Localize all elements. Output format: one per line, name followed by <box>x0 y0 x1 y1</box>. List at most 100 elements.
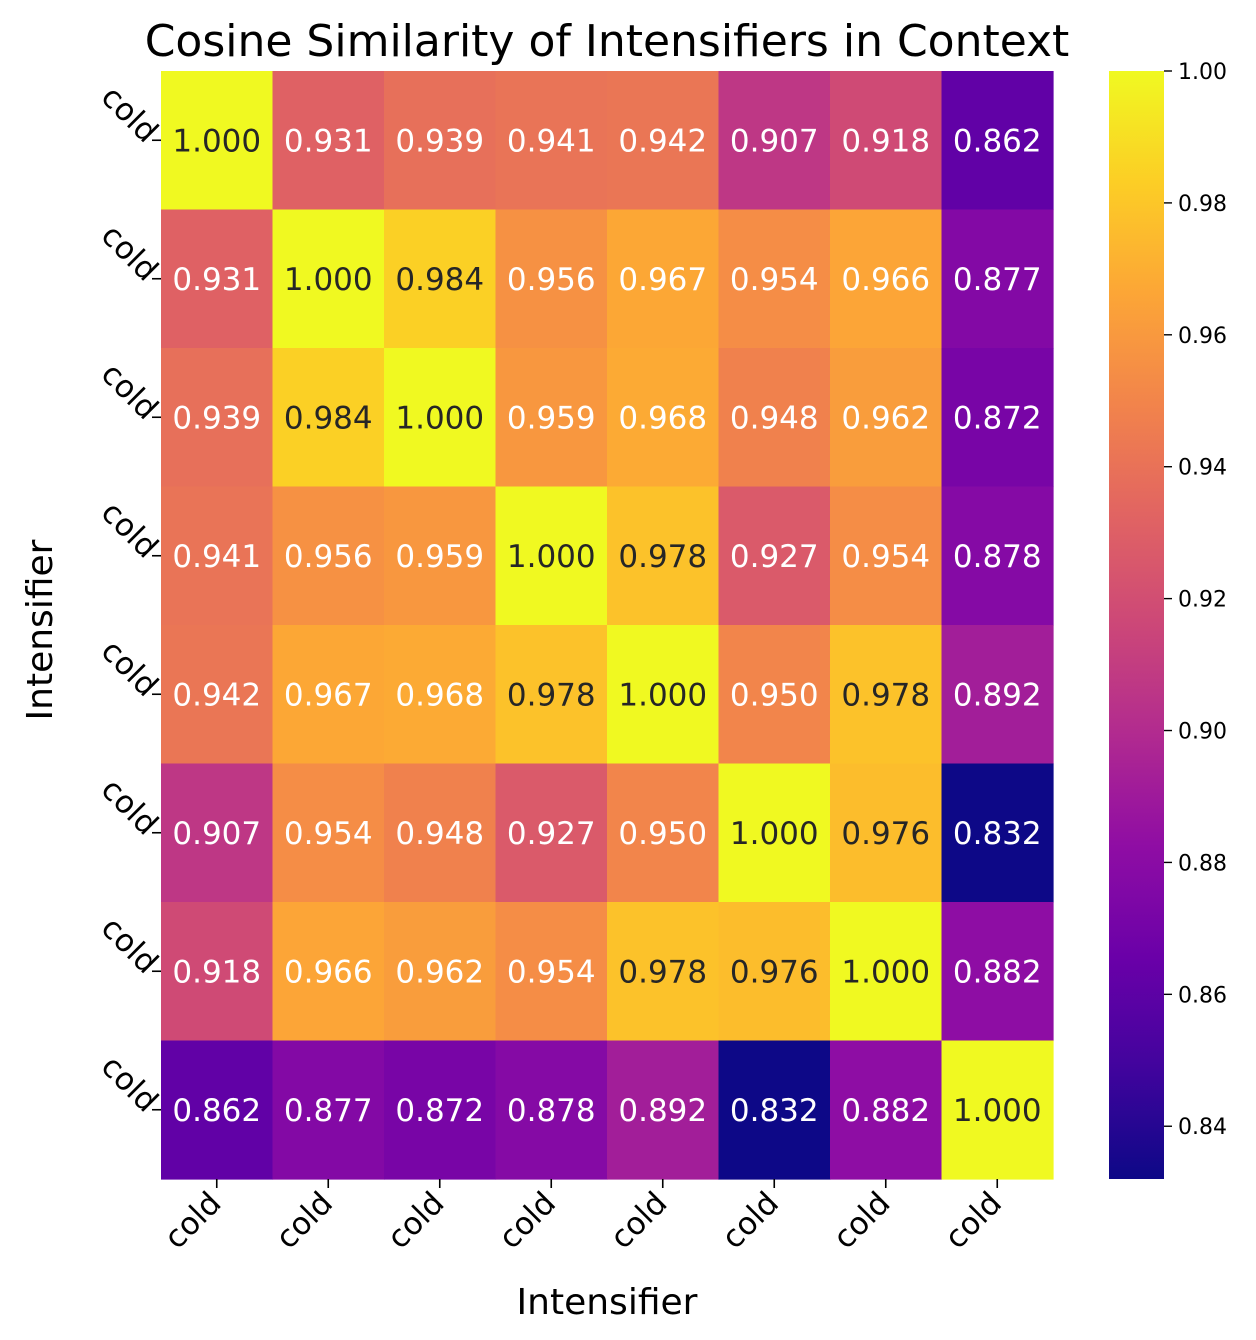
heatmap-cell <box>718 348 831 488</box>
heatmap-cell <box>607 763 720 903</box>
cell-value-label: 0.954 <box>284 816 373 852</box>
heatmap-cell <box>161 763 274 903</box>
heatmap-cell <box>161 209 274 349</box>
cell-value-label: 0.950 <box>618 816 707 852</box>
cell-value-label: 0.832 <box>730 1093 819 1129</box>
cell-value-label: 0.976 <box>841 816 930 852</box>
cell-value-label: 0.931 <box>284 123 373 159</box>
heatmap-cell <box>718 625 831 765</box>
cell-value-label: 0.931 <box>172 262 261 298</box>
heatmap-cell <box>384 1040 497 1180</box>
x-axis-label: Intensifier <box>517 1282 698 1323</box>
heatmap-cell <box>718 71 831 211</box>
x-tick-label: cold <box>492 1185 563 1256</box>
cell-value-label: 1.000 <box>618 677 707 713</box>
cell-value-label: 0.978 <box>841 677 930 713</box>
heatmap-cell <box>830 71 943 211</box>
cell-value-label: 0.939 <box>172 400 261 436</box>
cell-value-label: 0.882 <box>953 954 1042 990</box>
heatmap-cell <box>941 763 1054 903</box>
cell-value-label: 0.956 <box>284 539 373 575</box>
cell-value-label: 0.962 <box>841 400 930 436</box>
heatmap-cell <box>941 71 1054 211</box>
heatmap-cell <box>941 625 1054 765</box>
heatmap-cell <box>161 1040 274 1180</box>
heatmap-cell <box>161 348 274 488</box>
heatmap-cell <box>161 71 274 211</box>
heatmap-cell <box>161 486 274 626</box>
cell-value-label: 0.966 <box>284 954 373 990</box>
chart-title: Cosine Similarity of Intensifiers in Con… <box>145 16 1070 67</box>
cell-value-label: 1.000 <box>841 954 930 990</box>
cell-value-label: 0.918 <box>841 123 930 159</box>
heatmap-cell <box>607 71 720 211</box>
heatmap-cell <box>830 348 943 488</box>
x-tick-label: cold <box>715 1185 786 1256</box>
heatmap-cell <box>384 209 497 349</box>
cell-value-label: 0.918 <box>172 954 261 990</box>
heatmap-cell <box>718 902 831 1042</box>
colorbar-tick-label: 1.00 <box>1178 60 1227 85</box>
x-tick-label: cold <box>157 1185 228 1256</box>
cell-value-label: 0.966 <box>841 262 930 298</box>
heatmap-cell <box>495 763 608 903</box>
cell-value-label: 0.954 <box>730 262 819 298</box>
heatmap-cell <box>718 763 831 903</box>
cell-value-label: 0.968 <box>395 677 484 713</box>
x-tick-label: cold <box>380 1185 451 1256</box>
heatmap-cell <box>495 1040 608 1180</box>
heatmap-cell <box>272 486 385 626</box>
colorbar-tick-label: 0.94 <box>1178 456 1227 481</box>
heatmap-cell <box>830 625 943 765</box>
cell-value-label: 0.948 <box>395 816 484 852</box>
cell-value-label: 0.984 <box>284 400 373 436</box>
cell-value-label: 1.000 <box>172 123 261 159</box>
x-tick-label: cold <box>603 1185 674 1256</box>
colorbar: 0.84 0.86 0.88 0.90 0.92 0.94 0.96 0.98 1.00 <box>1109 60 1227 1179</box>
heatmap-cell <box>607 209 720 349</box>
heatmap-cell <box>272 763 385 903</box>
cell-value-label: 0.892 <box>953 677 1042 713</box>
y-tick-label: cold <box>94 79 165 150</box>
cell-value-label: 1.000 <box>953 1093 1042 1129</box>
y-tick-label: cold <box>94 1048 165 1119</box>
y-tick-label: cold <box>94 217 165 288</box>
heatmap-cell <box>495 71 608 211</box>
heatmap-cell <box>384 71 497 211</box>
colorbar-tick-label: 0.86 <box>1178 983 1227 1008</box>
cell-value-label: 0.948 <box>730 400 819 436</box>
cell-value-label: 0.984 <box>395 262 484 298</box>
heatmap-cell <box>384 902 497 1042</box>
cell-value-label: 0.939 <box>395 123 484 159</box>
cell-value-label: 0.941 <box>172 539 261 575</box>
cell-value-label: 0.956 <box>507 262 596 298</box>
heatmap-cell <box>495 348 608 488</box>
heatmap-cell <box>830 1040 943 1180</box>
cell-value-label: 0.950 <box>730 677 819 713</box>
y-tick-label: cold <box>94 356 165 427</box>
cell-value-label: 0.962 <box>395 954 484 990</box>
y-tick-label: cold <box>94 494 165 565</box>
cell-value-label: 0.978 <box>507 677 596 713</box>
x-tick-label: cold <box>938 1185 1009 1256</box>
colorbar-tick-label: 0.98 <box>1178 192 1227 217</box>
colorbar-gradient <box>1109 71 1164 1179</box>
heatmap-cell <box>272 209 385 349</box>
heatmap-cell <box>941 902 1054 1042</box>
cell-value-label: 0.862 <box>172 1093 261 1129</box>
cell-value-label: 0.967 <box>284 677 373 713</box>
cell-value-label: 0.978 <box>618 954 707 990</box>
cell-value-label: 0.967 <box>618 262 707 298</box>
heatmap-cell <box>495 486 608 626</box>
cell-value-label: 0.872 <box>395 1093 484 1129</box>
cell-value-label: 0.892 <box>618 1093 707 1129</box>
cell-value-label: 0.907 <box>172 816 261 852</box>
heatmap-cell <box>384 625 497 765</box>
x-tick-label: cold <box>826 1185 897 1256</box>
cell-value-label: 0.959 <box>507 400 596 436</box>
cell-value-label: 1.000 <box>284 262 373 298</box>
heatmap-cell <box>272 625 385 765</box>
cell-value-label: 0.878 <box>953 539 1042 575</box>
heatmap-cell <box>272 71 385 211</box>
